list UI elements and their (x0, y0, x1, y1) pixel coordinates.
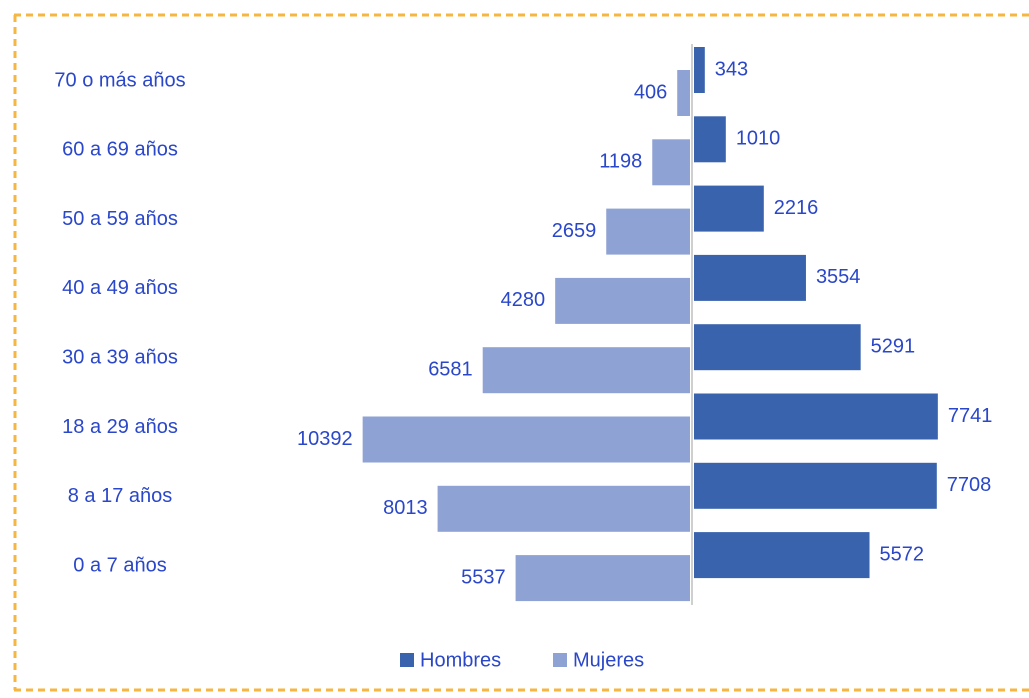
category-label: 0 a 7 años (73, 554, 166, 576)
value-label: 5537 (461, 566, 506, 588)
value-label: 406 (634, 81, 667, 103)
category-label: 8 a 17 años (68, 485, 173, 507)
value-label: 7741 (948, 405, 993, 427)
value-label: 5291 (871, 335, 916, 357)
value-label: 2659 (552, 220, 597, 242)
legend-label: Mujeres (573, 649, 644, 671)
value-label: 10392 (297, 428, 353, 450)
bar (677, 70, 690, 116)
legend-label: Hombres (420, 649, 501, 671)
bar (362, 416, 690, 463)
bar (482, 347, 690, 394)
category-label: 60 a 69 años (62, 139, 178, 161)
bar (694, 324, 861, 371)
category-label: 70 o más años (54, 69, 185, 91)
bar (694, 462, 937, 509)
value-label: 6581 (428, 358, 473, 380)
value-label: 343 (715, 58, 748, 80)
value-label: 7708 (947, 474, 992, 496)
bar (515, 555, 690, 602)
bar (694, 393, 938, 440)
value-label: 8013 (383, 497, 428, 519)
bar (652, 139, 690, 186)
value-label: 3554 (816, 266, 861, 288)
bar (437, 485, 690, 532)
category-label: 50 a 59 años (62, 208, 178, 230)
legend-swatch (400, 653, 414, 667)
bar (694, 254, 806, 301)
value-label: 1198 (599, 151, 642, 173)
category-label: 40 a 49 años (62, 277, 178, 299)
bar (694, 116, 726, 163)
value-label: 1010 (736, 128, 781, 150)
bar (606, 208, 690, 255)
category-label: 18 a 29 años (62, 416, 178, 438)
bar (694, 47, 705, 93)
bar (694, 532, 870, 579)
bar (555, 277, 690, 324)
value-label: 2216 (774, 197, 819, 219)
bar (694, 185, 764, 232)
value-label: 4280 (501, 289, 546, 311)
value-label: 5572 (880, 543, 925, 565)
legend-swatch (553, 653, 567, 667)
category-label: 30 a 39 años (62, 346, 178, 368)
